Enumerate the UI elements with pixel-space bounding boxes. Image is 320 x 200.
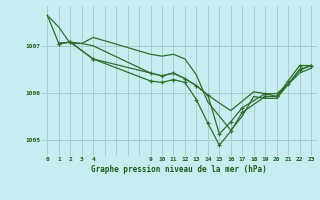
X-axis label: Graphe pression niveau de la mer (hPa): Graphe pression niveau de la mer (hPa) [91,165,267,174]
